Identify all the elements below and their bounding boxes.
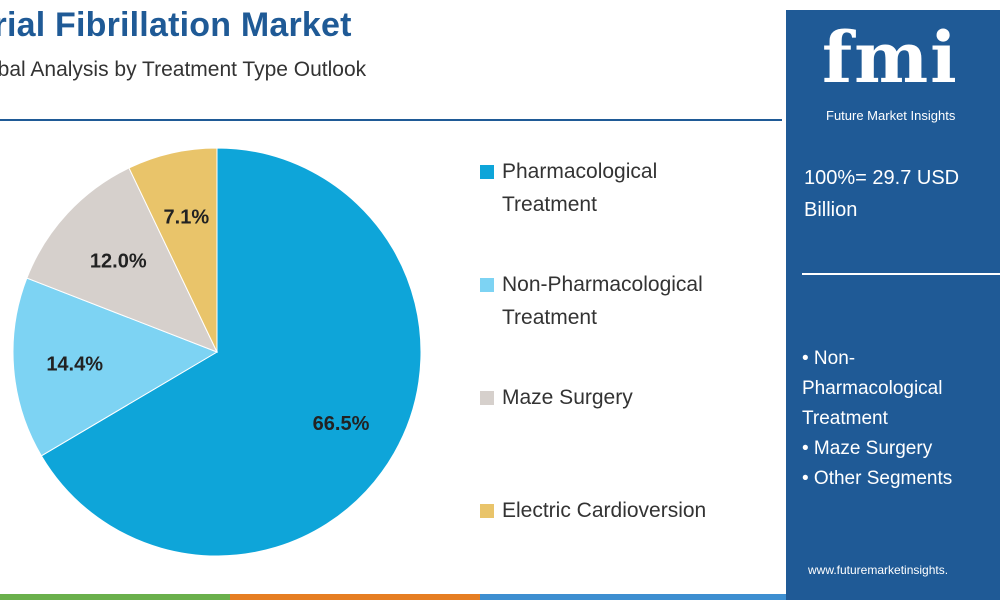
segment-item: Treatment — [802, 408, 888, 429]
legend-item-electric-cardioversion: Electric Cardioversion — [480, 494, 706, 527]
bottom-bar-segment — [480, 594, 786, 600]
bottom-accent-bar — [0, 594, 786, 600]
chart-title: trial Fibrillation Market — [0, 6, 352, 44]
market-total-line: Billion — [804, 199, 858, 221]
market-total: 100%= 29.7 USD Billion — [804, 162, 994, 226]
legend-swatch — [480, 391, 494, 405]
title-divider — [0, 119, 782, 121]
legend-label: Maze Surgery — [502, 386, 633, 409]
pie-slice-electric-cardioversion — [128, 147, 218, 353]
legend-label: Treatment — [502, 193, 597, 216]
legend-swatch — [480, 504, 494, 518]
legend-item-pharmacological: Pharmacological Treatment — [480, 155, 657, 221]
website-link[interactable]: www.futuremarketinsights. — [808, 563, 949, 577]
segment-item: • Maze Surgery — [802, 438, 933, 459]
legend-swatch — [480, 165, 494, 179]
chart-subtitle: obal Analysis by Treatment Type Outlook — [0, 58, 367, 81]
logo-letters: fmi — [822, 16, 959, 99]
pie-label-maze-surgery: 12.0% — [90, 250, 147, 272]
legend-label: Non-Pharmacological — [502, 273, 703, 296]
legend-label: Treatment — [502, 306, 597, 329]
pie-slice-pharmacological — [40, 147, 422, 557]
info-panel: fmi Future Market Insights 100%= 29.7 US… — [786, 10, 1000, 600]
panel-divider — [802, 273, 1000, 275]
bottom-bar-segment — [230, 594, 480, 600]
pie-label-non-pharmacological: 14.4% — [46, 354, 103, 376]
segment-item: Pharmacological — [802, 378, 943, 399]
legend-item-maze-surgery: Maze Surgery — [480, 381, 633, 414]
segment-item: • Other Segments — [802, 468, 953, 489]
legend-swatch — [480, 278, 494, 292]
pie-chart: 66.5% 14.4% 12.0% 7.1% — [12, 147, 422, 557]
pie-slice-maze-surgery — [26, 167, 218, 353]
segment-item: • Non- — [802, 348, 856, 369]
segment-list: • Non- Pharmacological Treatment • Maze … — [802, 344, 1000, 494]
fmi-logo: fmi Future Market Insights — [822, 16, 1000, 123]
bottom-bar-segment — [0, 594, 230, 600]
pie-slice-non-pharmacological — [12, 277, 219, 457]
pie-label-electric-cardioversion: 7.1% — [164, 207, 210, 229]
pie-label-pharmacological: 66.5% — [313, 413, 370, 435]
legend-item-non-pharmacological: Non-Pharmacological Treatment — [480, 268, 703, 334]
legend-label: Pharmacological — [502, 160, 658, 183]
logo-caption: Future Market Insights — [826, 108, 956, 123]
legend-label: Electric Cardioversion — [502, 499, 707, 522]
market-total-line: 100%= 29.7 USD — [804, 167, 960, 189]
